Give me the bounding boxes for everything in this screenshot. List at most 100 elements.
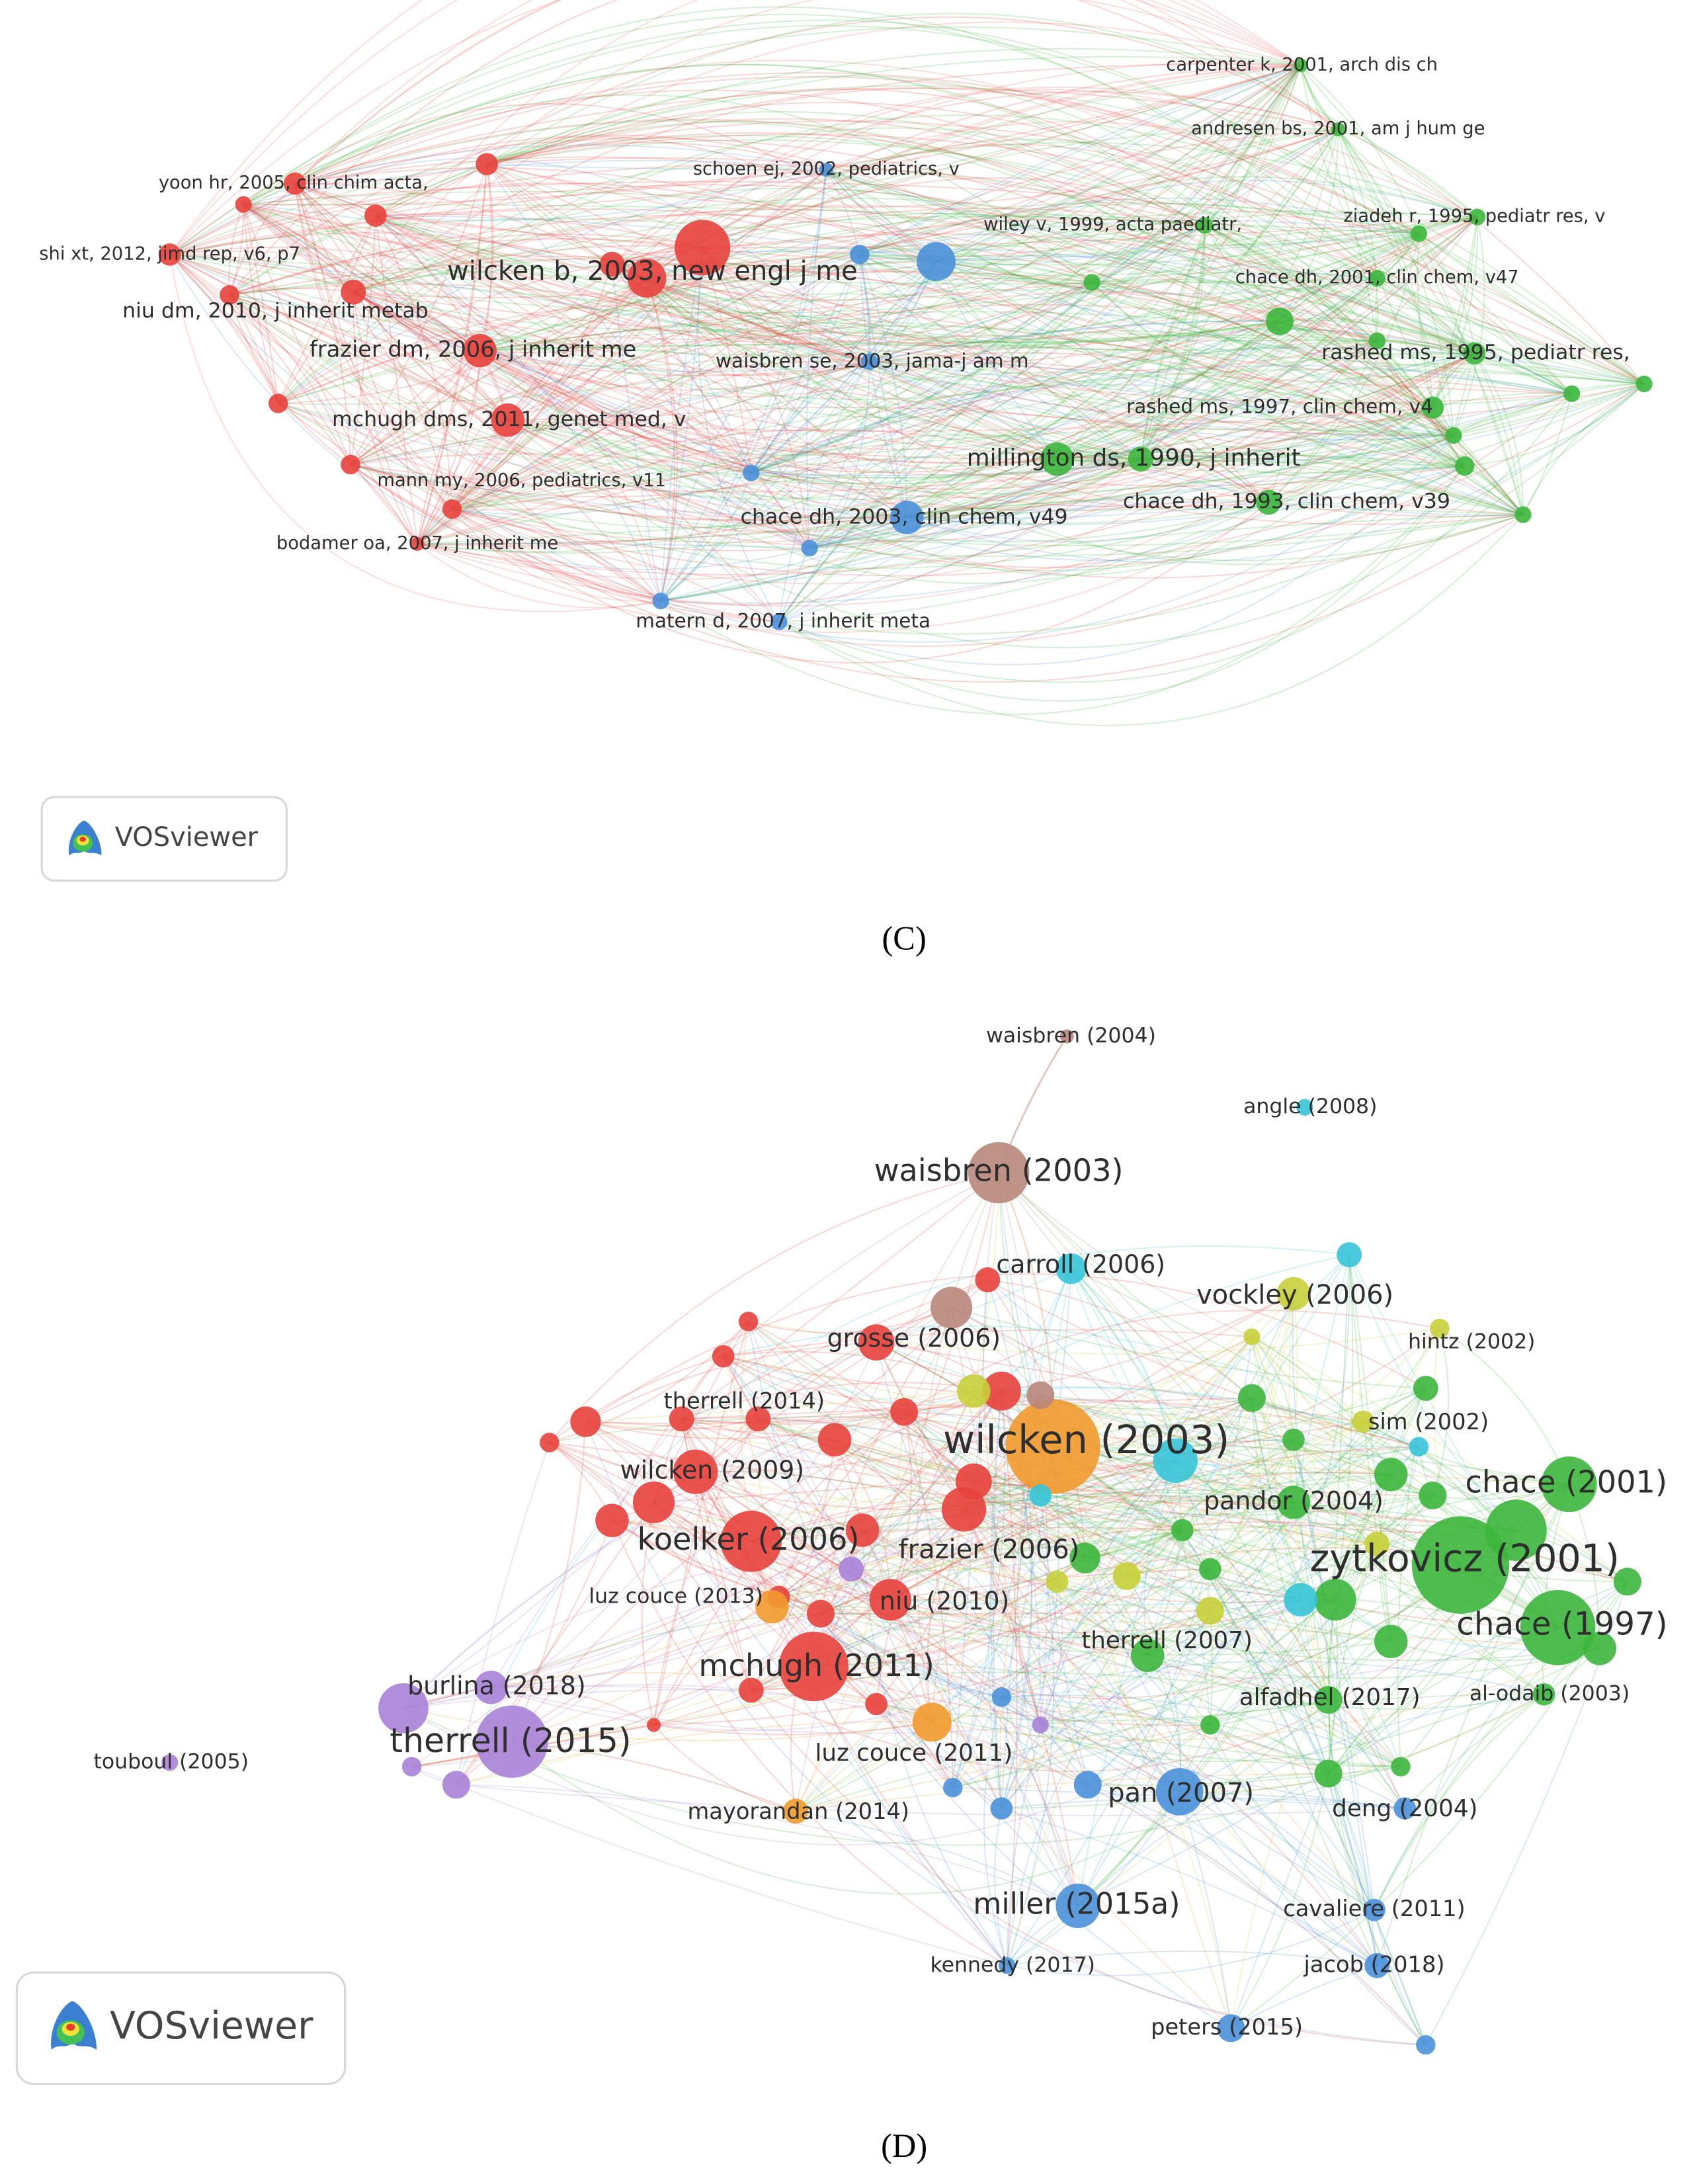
edge — [834, 1439, 1391, 1642]
edge — [417, 254, 860, 545]
edge — [952, 1279, 989, 1788]
node-label: luz couce (2011) — [815, 1740, 1013, 1767]
edge — [243, 204, 418, 544]
edge — [243, 203, 1419, 235]
edge — [1300, 65, 1339, 130]
logo-d: VOSviewer — [15, 1971, 347, 2085]
edge — [907, 465, 1465, 519]
edge — [723, 1355, 1176, 1462]
edge — [681, 1418, 1041, 1726]
edge — [278, 127, 1475, 404]
edge — [973, 1397, 1253, 1482]
edge — [1140, 454, 1465, 467]
edge — [1179, 1791, 1378, 1966]
edge — [653, 1724, 796, 1812]
edge — [964, 1439, 1294, 1510]
node — [1314, 1686, 1343, 1714]
edge — [1147, 1439, 1294, 1656]
edge — [169, 254, 661, 612]
edge — [451, 278, 647, 510]
edge — [653, 1321, 749, 1503]
edge — [486, 163, 1378, 372]
node — [1029, 1484, 1052, 1507]
edge — [723, 1329, 1252, 1357]
node — [1583, 1632, 1616, 1665]
edge — [1374, 1910, 1427, 2046]
edge — [491, 1606, 772, 1689]
edge — [1362, 1421, 1569, 1486]
node — [1374, 1624, 1408, 1658]
node — [476, 153, 498, 176]
edge — [479, 347, 1057, 460]
edge — [820, 1613, 1391, 1656]
edge — [653, 1610, 1211, 1726]
edge — [1348, 1254, 1559, 1628]
edge — [973, 1254, 1350, 1392]
edge — [243, 204, 870, 362]
edge — [890, 1472, 1391, 1601]
edge — [951, 1307, 1426, 1389]
edge — [229, 294, 1141, 501]
edge — [1087, 1446, 1419, 1786]
edge — [859, 253, 1572, 395]
edge — [1091, 282, 1524, 516]
edge — [1376, 340, 1524, 515]
edge — [277, 165, 1093, 404]
node — [1130, 1638, 1165, 1673]
edge — [795, 1581, 1057, 1812]
edge — [417, 320, 1280, 545]
edge — [964, 1491, 1294, 1510]
edge — [1001, 1293, 1294, 1809]
edge — [869, 360, 1645, 461]
edge — [850, 1460, 1176, 1570]
edge — [585, 1411, 905, 1425]
edge — [702, 247, 1524, 517]
edge — [952, 1575, 1128, 1788]
edge — [585, 1421, 863, 1531]
edge — [931, 1722, 1232, 2029]
edge — [1418, 233, 1645, 385]
edge — [278, 403, 1433, 479]
edge — [646, 138, 1475, 354]
edge — [876, 1341, 1329, 1701]
edge — [646, 277, 1454, 437]
edge — [681, 1419, 773, 1607]
logo-box — [40, 796, 288, 882]
edge — [1126, 1575, 1181, 1792]
edge — [751, 472, 907, 519]
edge — [611, 1520, 1008, 1966]
node — [1374, 1458, 1408, 1491]
node — [410, 536, 425, 551]
edge — [169, 233, 1419, 356]
edge — [1348, 1255, 1392, 1642]
edge — [998, 1172, 1336, 1601]
edge — [1300, 65, 1420, 234]
node — [858, 1324, 895, 1361]
edge — [1126, 1421, 1364, 1577]
edge — [1204, 224, 1573, 394]
edge — [229, 294, 509, 421]
edge — [646, 277, 1057, 460]
edge — [820, 1388, 1427, 1615]
node — [1532, 1683, 1555, 1706]
edge — [681, 1418, 1128, 1577]
edge — [511, 1327, 1440, 1743]
edge — [1204, 65, 1302, 226]
edge — [456, 1581, 1057, 1786]
edge — [1376, 1447, 1420, 1545]
edge — [809, 128, 1339, 549]
edge — [1464, 383, 1645, 467]
edge — [936, 261, 1378, 295]
edge — [809, 282, 1093, 549]
edge — [1376, 277, 1573, 394]
edge — [1087, 1446, 1420, 1786]
edge — [350, 277, 647, 466]
edge — [352, 292, 1141, 546]
node — [806, 1599, 835, 1628]
edge — [169, 253, 481, 351]
edge — [859, 254, 1524, 516]
edge — [660, 458, 1141, 602]
edge — [352, 291, 509, 421]
edge — [751, 1493, 1041, 1542]
edge — [1293, 1439, 1329, 1701]
